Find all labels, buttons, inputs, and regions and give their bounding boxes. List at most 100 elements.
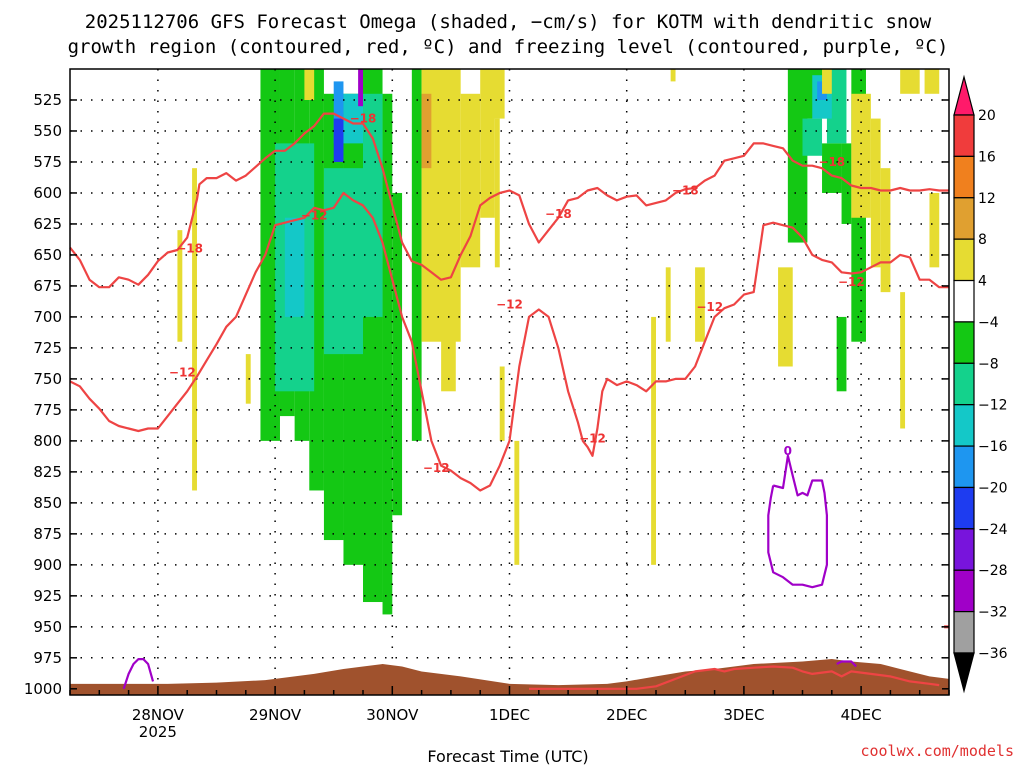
y-tick-label: 625 — [33, 215, 62, 233]
y-tick-label: 950 — [33, 618, 62, 636]
contour-label: −18 — [545, 207, 572, 221]
contour-label: −12 — [579, 431, 606, 445]
colorbar-segment — [953, 197, 975, 240]
omega-shade — [323, 168, 363, 355]
y-tick-label: 875 — [33, 525, 62, 543]
y-tick-label: 800 — [33, 432, 62, 450]
contour-line — [69, 112, 949, 289]
colorbar-label: −36 — [978, 646, 1008, 662]
colorbar-label: −32 — [978, 605, 1008, 621]
colorbar-top-arrow — [953, 74, 975, 116]
y-tick-label: 750 — [33, 370, 62, 388]
omega-shade — [441, 292, 456, 392]
colorbar-segment — [953, 155, 975, 199]
omega-shade — [924, 69, 940, 94]
colorbar-segment — [953, 362, 975, 406]
omega-shade — [284, 217, 305, 317]
colorbar-segment — [953, 611, 975, 654]
omega-shade — [333, 118, 344, 162]
omega-shade — [499, 366, 505, 441]
colorbar-label: −20 — [978, 480, 1008, 496]
x-tick-label: 29NOV — [249, 706, 302, 724]
colorbar-segment — [953, 279, 975, 323]
omega-shade — [665, 267, 671, 342]
colorbar-label: 20 — [978, 108, 996, 124]
omega-shade — [651, 316, 656, 565]
colorbar-label: 4 — [978, 274, 987, 290]
plot-area: −18 −12 −12 −18 −12 −12 −18 −12 −18 −12 −18 −12 0 525… — [24, 68, 1008, 741]
y-tick-label: 550 — [33, 122, 62, 140]
colorbar-segment — [953, 486, 975, 530]
x-tick-label: 30NOV — [366, 706, 419, 724]
colorbar-segment — [953, 321, 975, 364]
y-tick-label: 825 — [33, 463, 62, 481]
colorbar-label: −28 — [978, 563, 1008, 579]
omega-shade — [836, 316, 847, 392]
omega-shade — [826, 69, 847, 144]
y-tick-label: 675 — [33, 277, 62, 295]
y-tick-label: 900 — [33, 556, 62, 574]
colorbar-label: −12 — [978, 398, 1008, 414]
y-tick-label: 600 — [33, 184, 62, 202]
y-tick-label: 1000 — [24, 680, 62, 698]
contour-label: −18 — [350, 112, 377, 126]
omega-shade — [929, 192, 940, 268]
y-tick-label: 775 — [33, 401, 62, 419]
omega-shade — [358, 69, 363, 107]
colorbar-label: −16 — [978, 439, 1008, 455]
colorbar-segment — [953, 445, 975, 489]
omega-shade — [245, 354, 251, 404]
contour-line — [767, 454, 829, 589]
surface-terrain — [70, 659, 949, 695]
omega-shade — [382, 93, 393, 615]
x-tick-label: 2DEC — [606, 706, 647, 724]
y-tick-label: 700 — [33, 308, 62, 326]
omega-shade — [333, 81, 344, 144]
chart-title-line-1: 2025112706 GFS Forecast Omega (shaded, −… — [85, 11, 932, 33]
omega-shade — [822, 143, 842, 193]
contour-line — [122, 657, 155, 690]
colorbar-label: −4 — [978, 315, 999, 331]
contour-label: −18 — [818, 155, 845, 169]
omega-shade — [822, 69, 832, 94]
x-tick-label: 3DEC — [723, 706, 764, 724]
contour-label: −12 — [496, 298, 523, 312]
omega-shade — [177, 230, 183, 342]
colorbar-label: −8 — [978, 356, 999, 372]
credit-text: coolwx.com/models — [860, 742, 1014, 760]
colorbar-label: 8 — [978, 232, 987, 248]
y-tick-label: 575 — [33, 153, 62, 171]
y-tick-label: 850 — [33, 494, 62, 512]
colorbar-bottom-arrow — [953, 652, 975, 694]
omega-shade — [421, 93, 432, 169]
omega-shade — [304, 69, 315, 100]
omega-shade — [494, 118, 500, 268]
colorbar-label: 16 — [978, 149, 996, 165]
x-tick-label: 1DEC — [489, 706, 530, 724]
omega-shade — [192, 168, 197, 491]
contour-line — [836, 660, 857, 668]
y-tick-label: 975 — [33, 649, 62, 667]
contour-line — [529, 665, 940, 690]
omega-shade — [695, 267, 705, 342]
y-tick-label: 925 — [33, 587, 62, 605]
x-tick-sublabel: 2025 — [139, 723, 177, 741]
contour-label: −12 — [423, 461, 450, 475]
omega-shade — [460, 93, 481, 268]
colorbar-segment — [953, 114, 975, 157]
plot-frame — [69, 68, 950, 696]
colorbar-segment — [953, 569, 975, 613]
omega-shade — [900, 69, 920, 94]
contour-label: −12 — [169, 366, 196, 380]
y-tick-label: 725 — [33, 339, 62, 357]
contour-label: −12 — [838, 275, 865, 289]
y-tick-label: 650 — [33, 246, 62, 264]
chart-title-line-2: growth region (contoured, red, ºC) and f… — [68, 36, 949, 58]
contour-label: −18 — [176, 242, 203, 256]
contour-line — [69, 191, 949, 492]
colorbar-segment — [953, 238, 975, 282]
omega-shade — [392, 192, 403, 516]
x-tick-label: 28NOV — [132, 706, 185, 724]
omega-shade — [870, 118, 881, 268]
